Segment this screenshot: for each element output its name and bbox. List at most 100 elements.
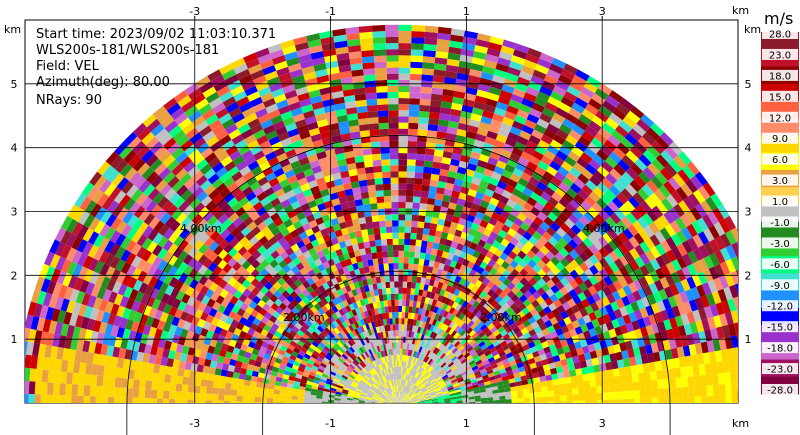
scan-cell [379,378,384,384]
scan-cell [389,374,392,381]
scan-cell [403,324,408,331]
scan-cell [574,140,588,153]
scan-cell [501,169,513,179]
scan-cell [369,378,375,384]
scan-cell [189,278,199,290]
scan-cell [182,254,193,265]
scan-cell [557,101,572,113]
scan-cell [654,279,664,292]
scan-cell [467,188,477,198]
scan-cell [320,162,331,172]
scan-cell [319,322,327,330]
scan-cell [405,395,410,401]
scan-cell [398,110,409,117]
scan-cell [293,347,301,354]
scan-cell [326,363,334,369]
scan-cell [311,365,319,371]
scan-cell [404,394,409,400]
scan-cell [359,31,373,39]
scan-cell [299,130,311,140]
scan-cell [562,118,576,130]
scan-cell [423,393,430,397]
scan-cell [404,226,412,233]
scan-cell [422,379,429,385]
scan-cell [214,234,225,246]
scan-cell [634,398,641,403]
scan-cell [375,359,380,366]
scan-cell [218,239,229,250]
scan-cell [437,399,445,402]
scan-cell [480,343,488,351]
scan-cell [362,338,368,345]
scan-cell [120,261,132,275]
scan-cell [443,82,456,91]
scan-cell [528,235,539,246]
scan-cell [500,372,508,378]
scan-cell [370,377,376,383]
scan-cell [466,214,476,223]
scan-cell [164,120,179,133]
scan-cell [535,360,543,368]
scan-cell [731,383,738,396]
scan-cell [474,395,481,399]
scan-cell [352,75,365,83]
scan-cell [401,385,403,392]
scan-cell [703,241,715,256]
scan-cell [353,249,361,257]
scan-cell [400,354,403,361]
scan-cell [402,404,408,406]
scan-cell [418,397,425,401]
scan-cell [409,376,414,382]
scan-cell [404,402,407,403]
scan-cell [258,308,268,317]
scan-cell [667,177,681,191]
scan-cell [348,119,359,127]
scan-cell [670,397,677,403]
scan-cell [516,310,525,319]
scan-cell [444,258,452,266]
scan-cell [299,363,306,370]
scan-cell [404,355,408,362]
scan-cell [482,255,491,265]
scan-cell [474,279,483,288]
scan-cell [440,316,446,324]
scan-cell [526,196,538,207]
scan-cell [166,295,176,307]
scan-cell [429,292,436,300]
scan-cell [271,335,280,343]
scan-cell [168,306,178,317]
scan-cell [716,326,725,339]
scan-cell [104,240,115,254]
scan-cell [400,398,404,403]
scan-cell [576,230,588,242]
scan-cell [662,339,671,351]
scan-cell [495,101,509,111]
scan-cell [392,392,395,399]
scan-cell [185,313,195,324]
scan-cell [517,323,526,331]
scan-cell [580,323,589,333]
scan-cell [561,161,573,172]
scan-cell [441,283,448,291]
scan-cell [489,197,500,207]
scan-cell [327,72,341,81]
scan-cell [307,39,322,48]
scan-cell [520,151,533,162]
scan-cell [439,256,447,265]
scan-cell [339,338,346,346]
scan-cell [435,300,441,308]
scan-cell [114,141,128,156]
scan-cell [211,317,220,327]
scan-cell [675,281,685,294]
scan-cell [398,324,402,331]
scan-cell [496,180,508,190]
scan-cell [585,321,595,331]
scan-cell [497,57,511,67]
scan-cell [516,389,524,395]
scan-cell [497,265,506,275]
scan-cell [649,192,662,206]
scan-cell [403,269,409,276]
scan-cell [273,217,284,227]
scan-cell [398,391,399,398]
